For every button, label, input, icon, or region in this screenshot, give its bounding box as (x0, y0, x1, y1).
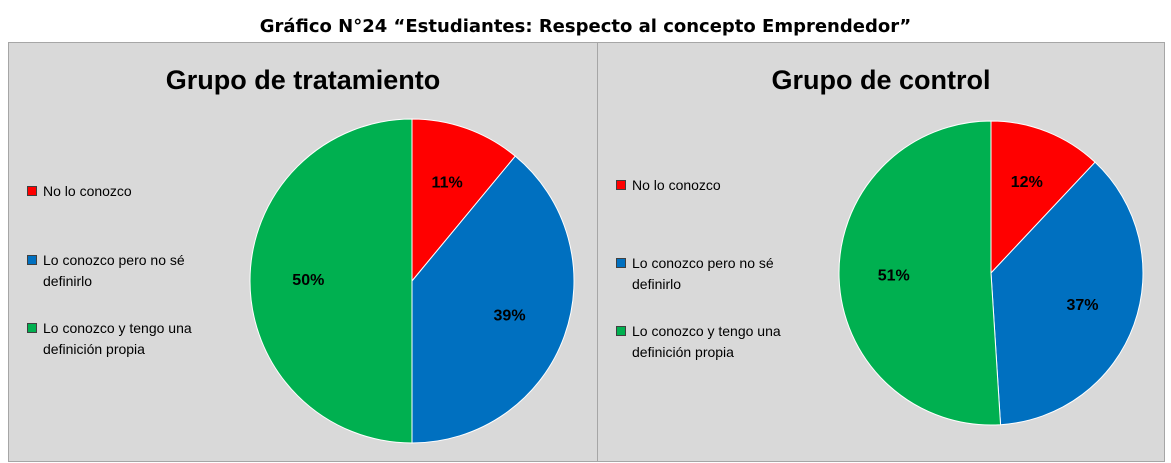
data-label: 37% (1067, 297, 1099, 314)
pie-slice (411, 118, 516, 283)
legend-label: No lo conozco (632, 177, 721, 193)
legend-item: No lo conozco (27, 181, 233, 202)
legend-swatch (27, 186, 37, 196)
legend-label: Lo conozco y tengo una definición propia (632, 323, 781, 360)
pie-slice (249, 118, 413, 444)
data-label: 11% (432, 175, 463, 192)
pie-slice (411, 155, 575, 444)
data-label: 50% (292, 272, 324, 289)
legend-swatch (616, 180, 626, 190)
legend-swatch (27, 323, 37, 333)
chart-panel: 11% 39% 50% Grupo de tratamiento No lo conoz… (8, 42, 598, 462)
page-title: Gráfico N°24 “Estudiantes: Respecto al c… (259, 16, 912, 37)
legend-swatch (616, 326, 626, 336)
legend-swatch (27, 255, 37, 265)
chart-title: Grupo de control (771, 65, 991, 95)
legend-item: Lo conozco pero no sé definirlo (616, 253, 822, 295)
legend-swatch (616, 258, 626, 268)
chart-panel: 12% 37% 51% Grupo de control No lo conozco Lo… (597, 42, 1165, 462)
data-label: 12% (1011, 174, 1043, 191)
legend-label: Lo conozco pero no sé definirlo (632, 255, 774, 292)
legend-item: Lo conozco pero no sé definirlo (27, 250, 233, 292)
pie-chart: 11% 39% 50% (249, 118, 575, 444)
data-label: 39% (494, 307, 526, 324)
legend-item: Lo conozco y tengo una definición propia (616, 321, 822, 363)
legend-label: No lo conozco (43, 183, 132, 199)
legend-item: Lo conozco y tengo una definición propia (27, 318, 233, 360)
data-label: 51% (878, 267, 910, 284)
chart-title: Grupo de tratamiento (165, 65, 441, 95)
pie-slice (838, 120, 1002, 426)
legend-item: No lo conozco (616, 175, 822, 196)
pie-chart: 12% 37% 51% (838, 120, 1144, 426)
pie-slice (990, 161, 1144, 426)
pie-slice (990, 120, 1096, 275)
legend-label: Lo conozco y tengo una definición propia (43, 320, 192, 357)
legend-label: Lo conozco pero no sé definirlo (43, 252, 185, 289)
